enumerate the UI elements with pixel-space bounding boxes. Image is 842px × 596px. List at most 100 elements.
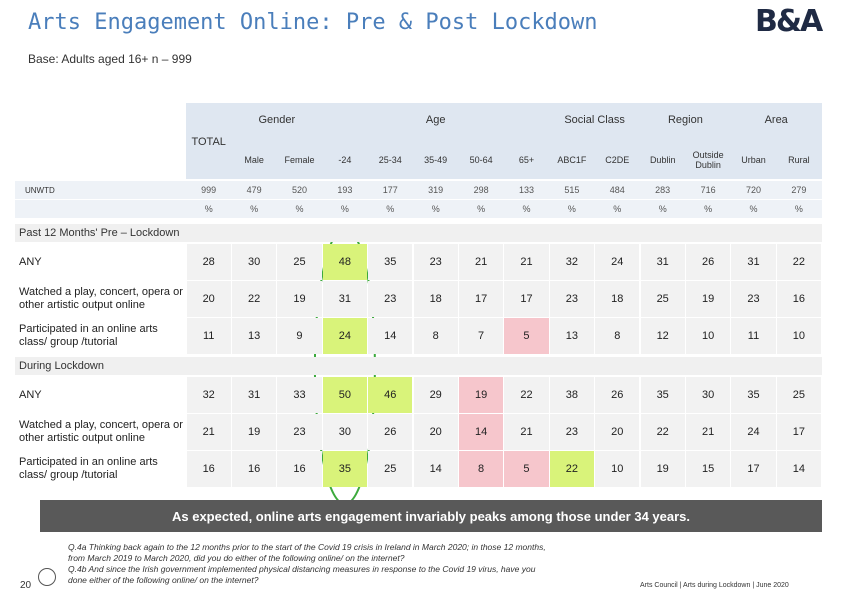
data-cell: 14: [776, 451, 822, 487]
data-cell: 25: [368, 451, 413, 487]
data-cell: 22: [776, 244, 822, 280]
row-label: ANY: [19, 255, 42, 268]
title: Arts Engagement Online: Pre & Post Lockd…: [28, 10, 598, 35]
column-header: Rural: [788, 155, 810, 165]
data-cell: 31: [640, 244, 685, 280]
base-cell: 283: [655, 185, 671, 195]
data-cell: 10: [595, 451, 640, 487]
base-cell: %: [204, 204, 213, 214]
base-cell: %: [386, 204, 395, 214]
data-cell: 23: [549, 281, 595, 317]
column-header: ABC1F: [557, 155, 587, 165]
data-cell: 26: [595, 377, 640, 413]
data-cell: 7: [458, 318, 504, 354]
data-cell: 14: [368, 318, 413, 354]
data-cell: 21: [458, 244, 504, 280]
total-header: TOTAL: [191, 136, 226, 148]
data-cell: 31: [731, 244, 776, 280]
data-cell: 17: [504, 281, 549, 317]
base-cell: 279: [791, 185, 807, 195]
data-cell: 35: [368, 244, 413, 280]
base-cell: %: [704, 204, 713, 214]
data-cell: 48: [322, 244, 368, 280]
data-cell: 31: [231, 377, 277, 413]
column-header: Female: [284, 155, 315, 165]
data-cell: 32: [186, 377, 231, 413]
data-cell: 24: [322, 318, 368, 354]
base-cell: 520: [291, 185, 307, 195]
base-cell: %: [567, 204, 576, 214]
data-cell: 35: [640, 377, 685, 413]
row-label: Participated in an online arts class/ gr…: [19, 456, 158, 481]
base-cell: %: [658, 204, 667, 214]
data-cell: 8: [413, 318, 458, 354]
data-cell: 31: [322, 281, 368, 317]
data-cell: 30: [231, 244, 277, 280]
data-cell: 10: [776, 318, 822, 354]
base-row: [15, 181, 822, 199]
table-header: [186, 103, 822, 179]
base-cell: 515: [564, 185, 580, 195]
section-row: [15, 357, 822, 375]
help-icon: [38, 568, 56, 586]
group-header: Area: [764, 114, 788, 126]
data-cell: 23: [549, 414, 595, 450]
logo: B&A: [755, 4, 823, 39]
base-cell: 479: [246, 185, 262, 195]
column-header: 35-49: [424, 155, 448, 165]
group-header: Age: [425, 114, 446, 126]
data-cell: 30: [322, 414, 368, 450]
data-cell: 19: [685, 281, 731, 317]
data-cell: 8: [458, 451, 504, 487]
base-cell: %: [431, 204, 440, 214]
data-cell: 46: [368, 377, 413, 413]
data-cell: 14: [458, 414, 504, 450]
base-cell: 484: [609, 185, 625, 195]
data-cell: 17: [776, 414, 822, 450]
data-cell: 21: [504, 414, 549, 450]
base-row: [15, 200, 822, 218]
data-cell: 24: [731, 414, 776, 450]
footnote-line: Q.4a Thinking back again to the 12 month…: [68, 542, 546, 563]
data-cell: 18: [413, 281, 458, 317]
base-note: Base: Adults aged 16+ n – 999: [28, 52, 192, 66]
data-cell: 23: [277, 414, 322, 450]
data-cell: 38: [549, 377, 595, 413]
data-cell: 13: [231, 318, 277, 354]
data-cell: 17: [731, 451, 776, 487]
column-header: Urban: [741, 155, 766, 165]
data-cell: 32: [549, 244, 595, 280]
data-cell: 8: [595, 318, 640, 354]
data-cell: 20: [413, 414, 458, 450]
base-cell: 177: [382, 185, 398, 195]
group-header: Region: [667, 114, 703, 126]
data-cell: 35: [731, 377, 776, 413]
footer-source: Arts Council | Arts during Lockdown | Ju…: [640, 582, 789, 589]
data-cell: 19: [458, 377, 504, 413]
data-cell: 25: [776, 377, 822, 413]
section-row: [15, 224, 822, 242]
data-cell: 25: [640, 281, 685, 317]
data-cell: 17: [458, 281, 504, 317]
base-cell: 319: [428, 185, 444, 195]
data-cell: 24: [595, 244, 640, 280]
data-cell: 11: [186, 318, 231, 354]
column-header: 65+: [518, 155, 535, 165]
base-cell: 999: [201, 185, 217, 195]
data-cell: 22: [504, 377, 549, 413]
column-header: -24: [338, 155, 352, 165]
base-cell: 298: [473, 185, 489, 195]
data-cell: 21: [685, 414, 731, 450]
data-cell: 35: [322, 451, 368, 487]
base-cell: %: [522, 204, 531, 214]
data-cell: 19: [640, 451, 685, 487]
base-cell: %: [794, 204, 803, 214]
base-cell: %: [295, 204, 304, 214]
data-cell: 21: [504, 244, 549, 280]
column-header: Dublin: [649, 155, 676, 165]
group-header: Social Class: [564, 114, 625, 126]
base-label: UNWTD: [25, 185, 55, 195]
data-cell: 33: [277, 377, 322, 413]
base-cell: 133: [518, 185, 534, 195]
